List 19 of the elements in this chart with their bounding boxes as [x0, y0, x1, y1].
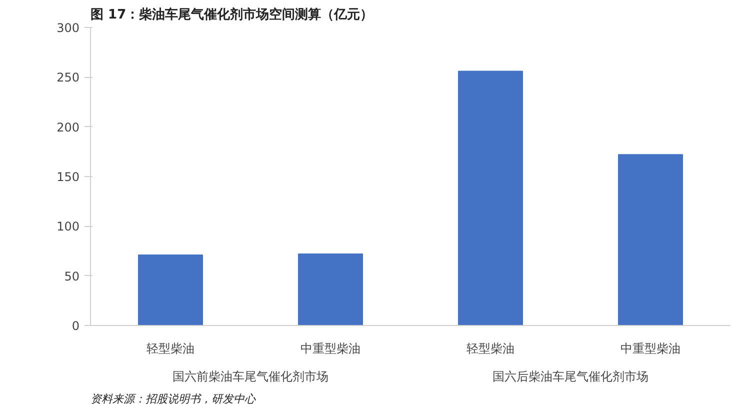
y-tick-label: 300: [56, 21, 80, 35]
text: 国六后柴油车尾气催化剂市场: [492, 370, 648, 384]
x-tick-label: 中重型柴油: [620, 342, 680, 356]
bar: [458, 70, 523, 326]
chart-title: 图 17：柴油车尾气催化剂市场空间测算（亿元）: [90, 6, 374, 22]
x-tick-label: 轻型柴油: [466, 342, 514, 356]
x-tick-label: 轻型柴油: [146, 342, 194, 356]
y-tick-label: 200: [56, 120, 80, 134]
x-tick-label: 中重型柴油: [300, 342, 360, 356]
text: 国六前柴油车尾气催化剂市场: [172, 370, 328, 384]
bar: [298, 253, 363, 326]
y-tick-label: 100: [56, 220, 80, 234]
bar: [138, 254, 203, 326]
bar: [618, 154, 683, 326]
y-tick-label: 250: [56, 70, 80, 85]
y-tick-label: 150: [56, 170, 80, 184]
y-tick-label: 0: [72, 319, 80, 333]
text: 资料来源：招股说明书，研发中心: [90, 392, 256, 406]
y-tick-label: 50: [64, 269, 80, 284]
